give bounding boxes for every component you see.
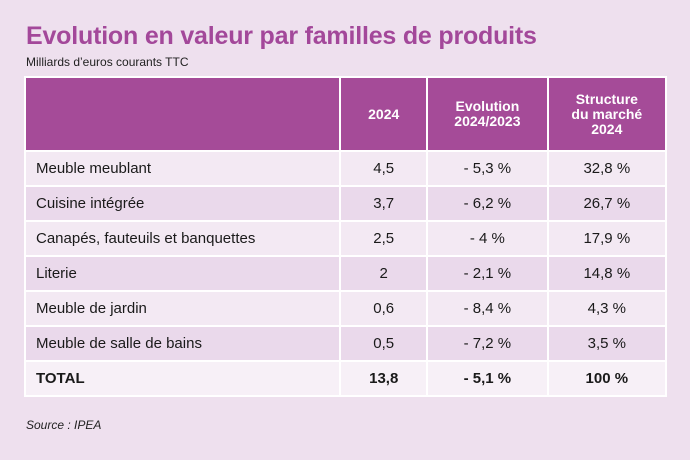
table-row: Meuble meublant 4,5 - 5,3 % 32,8 % [23, 150, 668, 187]
row-evolution: - 7,2 % [426, 325, 549, 362]
header-cell-structure: Structure du marché 2024 [546, 76, 668, 152]
row-evolution: - 8,4 % [426, 290, 549, 327]
table-header: 2024 Evolution 2024/2023 Structure du marc… [23, 76, 668, 152]
table-body: Meuble meublant 4,5 - 5,3 % 32,8 % Cuisi… [23, 150, 668, 397]
total-value-2024: 13,8 [339, 360, 429, 397]
row-label: Cuisine intégrée [23, 185, 342, 222]
header-cell-label [23, 76, 342, 152]
row-label: Literie [23, 255, 342, 292]
chart-title: Evolution en valeur par familles de prod… [26, 22, 537, 50]
total-label: TOTAL [23, 360, 342, 397]
row-evolution: - 5,3 % [426, 150, 549, 187]
data-table: 2024 Evolution 2024/2023 Structure du marc… [23, 76, 668, 397]
row-value-2024: 3,7 [339, 185, 429, 222]
header-row: 2024 Evolution 2024/2023 Structure du marc… [23, 76, 668, 152]
table-row: Literie 2 - 2,1 % 14,8 % [23, 255, 668, 292]
row-value-2024: 0,6 [339, 290, 429, 327]
table-row: Meuble de jardin 0,6 - 8,4 % 4,3 % [23, 290, 668, 327]
row-value-2024: 0,5 [339, 325, 429, 362]
header-cell-year: 2024 [339, 76, 429, 152]
table-row: Cuisine intégrée 3,7 - 6,2 % 26,7 % [23, 185, 668, 222]
row-structure: 3,5 % [546, 325, 668, 362]
table-row: Meuble de salle de bains 0,5 - 7,2 % 3,5… [23, 325, 668, 362]
row-structure: 17,9 % [546, 220, 668, 257]
chart-subtitle: Milliards d’euros courants TTC [26, 55, 189, 69]
total-row: TOTAL 13,8 - 5,1 % 100 % [23, 360, 668, 397]
row-value-2024: 2,5 [339, 220, 429, 257]
row-value-2024: 2 [339, 255, 429, 292]
row-evolution: - 6,2 % [426, 185, 549, 222]
row-label: Meuble meublant [23, 150, 342, 187]
row-label: Meuble de salle de bains [23, 325, 342, 362]
header-cell-evolution: Evolution 2024/2023 [426, 76, 549, 152]
row-value-2024: 4,5 [339, 150, 429, 187]
table-row: Canapés, fauteuils et banquettes 2,5 - 4… [23, 220, 668, 257]
row-evolution: - 2,1 % [426, 255, 549, 292]
total-structure: 100 % [546, 360, 668, 397]
row-structure: 4,3 % [546, 290, 668, 327]
total-evolution: - 5,1 % [426, 360, 549, 397]
row-structure: 32,8 % [546, 150, 668, 187]
row-structure: 26,7 % [546, 185, 668, 222]
row-label: Meuble de jardin [23, 290, 342, 327]
source-note: Source : IPEA [26, 418, 102, 432]
row-label: Canapés, fauteuils et banquettes [23, 220, 342, 257]
row-structure: 14,8 % [546, 255, 668, 292]
row-evolution: - 4 % [426, 220, 549, 257]
